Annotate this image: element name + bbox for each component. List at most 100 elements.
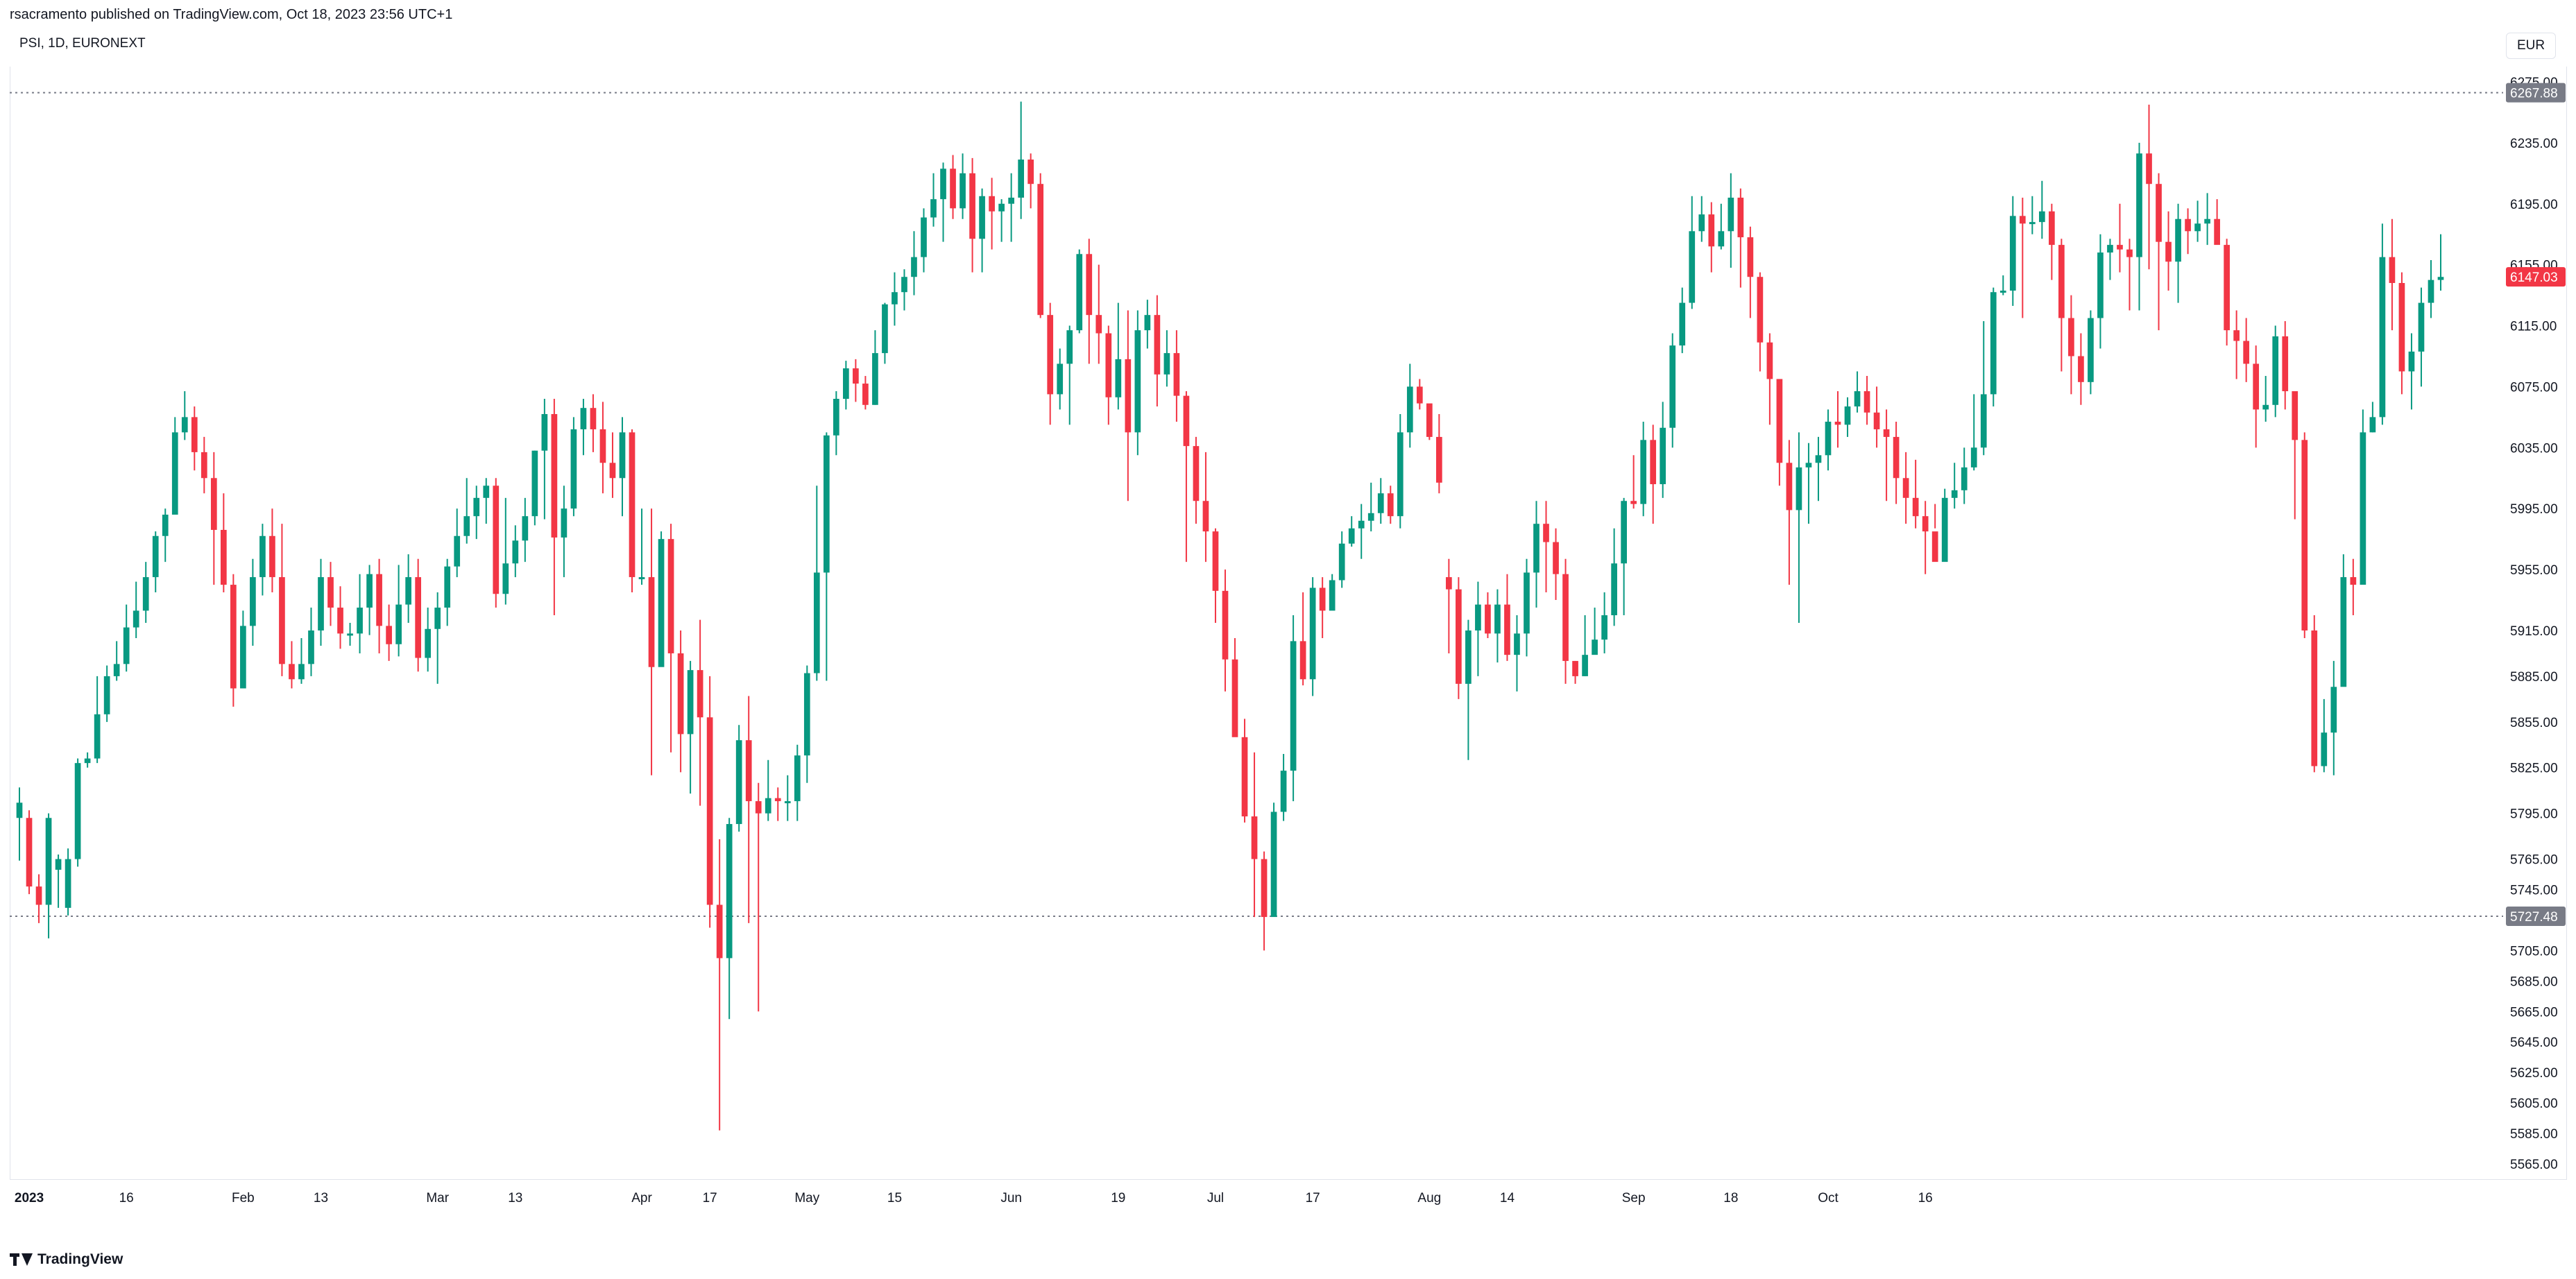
candle[interactable]: [2009, 196, 2016, 306]
price-axis[interactable]: 6275.006235.006195.006155.006115.006075.…: [2510, 76, 2558, 1172]
candle[interactable]: [1193, 436, 1200, 524]
candle[interactable]: [609, 432, 616, 498]
candle[interactable]: [1105, 325, 1112, 425]
candle[interactable]: [1231, 637, 1238, 737]
candle[interactable]: [1504, 574, 1510, 661]
candle[interactable]: [599, 402, 606, 494]
candle[interactable]: [580, 399, 587, 456]
candle[interactable]: [2369, 402, 2376, 433]
candle[interactable]: [1757, 272, 1764, 372]
candle[interactable]: [2389, 218, 2396, 331]
candle[interactable]: [308, 608, 314, 676]
candle[interactable]: [794, 744, 801, 821]
candle[interactable]: [2214, 199, 2220, 246]
candle[interactable]: [892, 272, 898, 326]
candle[interactable]: [84, 752, 91, 768]
candle[interactable]: [1134, 310, 1141, 456]
candle[interactable]: [638, 508, 645, 585]
candle[interactable]: [171, 417, 178, 515]
candle[interactable]: [318, 558, 324, 646]
candle[interactable]: [1795, 432, 1802, 623]
candle[interactable]: [2029, 196, 2036, 234]
candle[interactable]: [415, 558, 422, 672]
candle[interactable]: [1261, 851, 1268, 951]
candle[interactable]: [1485, 592, 1491, 638]
candle[interactable]: [2311, 615, 2318, 773]
candle[interactable]: [1406, 363, 1413, 448]
candle[interactable]: [1456, 577, 1462, 699]
candle[interactable]: [1980, 320, 1987, 456]
candle[interactable]: [1786, 440, 1793, 585]
candle[interactable]: [697, 619, 703, 806]
candle[interactable]: [2340, 554, 2347, 687]
candle[interactable]: [745, 696, 752, 923]
candle[interactable]: [570, 417, 577, 517]
candle[interactable]: [823, 432, 830, 681]
candle[interactable]: [366, 565, 373, 635]
candle[interactable]: [1163, 330, 1170, 387]
candle[interactable]: [1776, 379, 1783, 486]
candle[interactable]: [1329, 574, 1336, 611]
candle[interactable]: [1533, 501, 1539, 608]
candle[interactable]: [1621, 497, 1627, 616]
candle[interactable]: [1076, 249, 1083, 334]
candle[interactable]: [2262, 376, 2269, 422]
candle[interactable]: [2330, 660, 2337, 775]
candle[interactable]: [1125, 310, 1132, 501]
candle[interactable]: [1611, 528, 1617, 626]
candle[interactable]: [240, 610, 246, 689]
candle[interactable]: [2350, 558, 2357, 616]
candle[interactable]: [1999, 275, 2006, 295]
candle[interactable]: [1367, 482, 1374, 532]
candle[interactable]: [269, 508, 275, 593]
candle[interactable]: [1027, 153, 1034, 209]
candle[interactable]: [289, 641, 295, 689]
candle[interactable]: [1465, 619, 1472, 760]
candle[interactable]: [45, 813, 52, 938]
candle[interactable]: [1951, 463, 1958, 509]
candle[interactable]: [2156, 173, 2162, 331]
candle[interactable]: [1543, 501, 1549, 593]
candle[interactable]: [512, 525, 519, 578]
candle[interactable]: [522, 497, 529, 563]
candle[interactable]: [1873, 386, 1880, 448]
candle[interactable]: [1202, 452, 1209, 563]
candle[interactable]: [2379, 223, 2386, 425]
candle[interactable]: [1154, 295, 1161, 406]
candle[interactable]: [1524, 558, 1530, 657]
candle[interactable]: [483, 478, 490, 524]
candle[interactable]: [2360, 409, 2366, 585]
candle[interactable]: [454, 508, 461, 578]
candle[interactable]: [1358, 504, 1365, 559]
candle[interactable]: [259, 524, 266, 596]
candle[interactable]: [2146, 104, 2152, 270]
candle[interactable]: [1572, 660, 1578, 684]
candle[interactable]: [1893, 421, 1900, 504]
candle[interactable]: [2165, 211, 2172, 291]
candle[interactable]: [2175, 203, 2181, 303]
candle[interactable]: [376, 558, 382, 653]
candle[interactable]: [2321, 698, 2328, 773]
candle[interactable]: [181, 391, 188, 440]
candle[interactable]: [765, 759, 771, 821]
candle[interactable]: [133, 581, 139, 638]
candle[interactable]: [1183, 391, 1190, 563]
candle[interactable]: [735, 725, 742, 832]
symbol-legend[interactable]: PSI, 1D, EURONEXT: [19, 36, 146, 51]
candle[interactable]: [2292, 391, 2298, 520]
candle[interactable]: [1047, 302, 1054, 425]
candle[interactable]: [1970, 394, 1977, 471]
candle[interactable]: [2049, 203, 2055, 280]
candle[interactable]: [1679, 287, 1686, 354]
candle[interactable]: [853, 359, 859, 402]
candle[interactable]: [1426, 403, 1433, 440]
candle[interactable]: [1387, 486, 1394, 524]
candle[interactable]: [2282, 320, 2289, 410]
candle[interactable]: [26, 810, 33, 895]
candle[interactable]: [755, 782, 762, 1012]
candle[interactable]: [590, 394, 597, 452]
candle[interactable]: [191, 406, 198, 471]
candle[interactable]: [551, 399, 558, 616]
candle[interactable]: [1669, 333, 1676, 448]
